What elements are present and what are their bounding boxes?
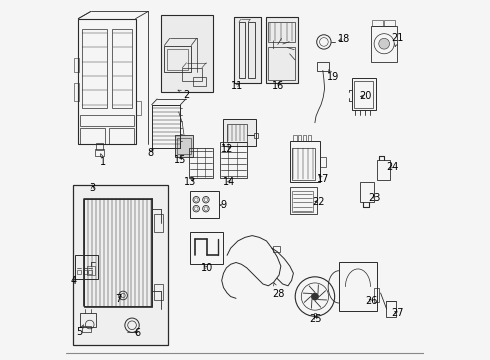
Bar [164,45,191,72]
Bar [109,128,134,144]
Bar [314,313,316,317]
Bar [82,270,87,274]
Text: 14: 14 [223,177,235,187]
Bar [248,22,255,78]
Bar [290,187,317,214]
Bar [319,157,326,167]
Bar [239,22,245,78]
Bar [377,160,390,180]
Bar [74,58,79,72]
Circle shape [311,293,318,300]
Text: 6: 6 [134,328,141,338]
Bar [80,313,96,327]
Bar [266,17,298,83]
Bar [292,191,313,212]
Bar [290,140,320,182]
Bar [112,30,132,108]
Bar [175,135,193,157]
Bar [317,62,329,71]
Bar [292,148,315,180]
Text: 25: 25 [309,314,322,324]
Bar [303,135,306,140]
Text: 17: 17 [317,174,329,184]
Bar [82,326,91,332]
Bar [82,30,107,108]
Text: 27: 27 [391,309,404,318]
Text: 18: 18 [338,34,350,44]
Bar [84,198,152,307]
Bar [191,191,219,218]
Text: 22: 22 [312,197,325,207]
Bar [153,214,163,232]
Bar [372,21,383,26]
Bar [386,301,396,317]
Bar [77,270,81,274]
Bar [374,288,379,302]
Bar [191,232,223,264]
Text: 1: 1 [100,154,106,167]
Bar [88,270,92,274]
Bar [153,284,163,300]
Text: 2: 2 [178,90,190,100]
Text: 4: 4 [71,276,76,286]
Text: 7: 7 [116,294,122,304]
Bar [308,135,311,140]
Bar [73,185,168,345]
Text: 8: 8 [147,148,154,158]
Bar [190,148,213,178]
Bar [354,81,373,108]
Bar [136,101,141,116]
Bar [177,138,191,154]
Text: 10: 10 [200,263,213,273]
Text: 26: 26 [365,296,377,306]
Bar [80,116,134,126]
Bar [294,135,296,140]
Bar [370,26,397,62]
Bar [339,262,377,311]
Bar [193,77,205,86]
Bar [74,255,98,279]
Bar [167,49,188,69]
Circle shape [379,39,390,49]
Bar [161,15,213,92]
Bar [78,19,136,144]
Bar [269,47,295,80]
Bar [227,125,247,142]
Bar [384,21,395,26]
Text: 20: 20 [359,91,371,102]
Bar [220,142,247,178]
Bar [87,266,95,275]
Text: 28: 28 [272,283,284,299]
Bar [352,78,376,110]
Bar [269,22,295,42]
Bar [234,17,261,83]
Text: 5: 5 [76,325,84,337]
Bar [74,83,79,101]
Text: 12: 12 [220,144,233,154]
Bar [96,143,103,149]
Bar [96,149,104,156]
Text: 16: 16 [272,81,285,91]
Bar [80,128,105,144]
Text: 15: 15 [173,155,186,165]
Text: 11: 11 [231,81,243,91]
Bar [182,68,202,81]
Bar [298,135,301,140]
Text: 13: 13 [184,177,196,187]
Text: 24: 24 [386,162,398,172]
Bar [254,133,258,138]
Text: 23: 23 [368,193,381,203]
Bar [223,119,256,146]
Text: 19: 19 [327,69,340,82]
Bar [273,246,280,252]
Text: 9: 9 [220,200,226,210]
Bar [360,182,374,202]
Text: 21: 21 [392,33,404,46]
Text: 3: 3 [90,183,96,193]
